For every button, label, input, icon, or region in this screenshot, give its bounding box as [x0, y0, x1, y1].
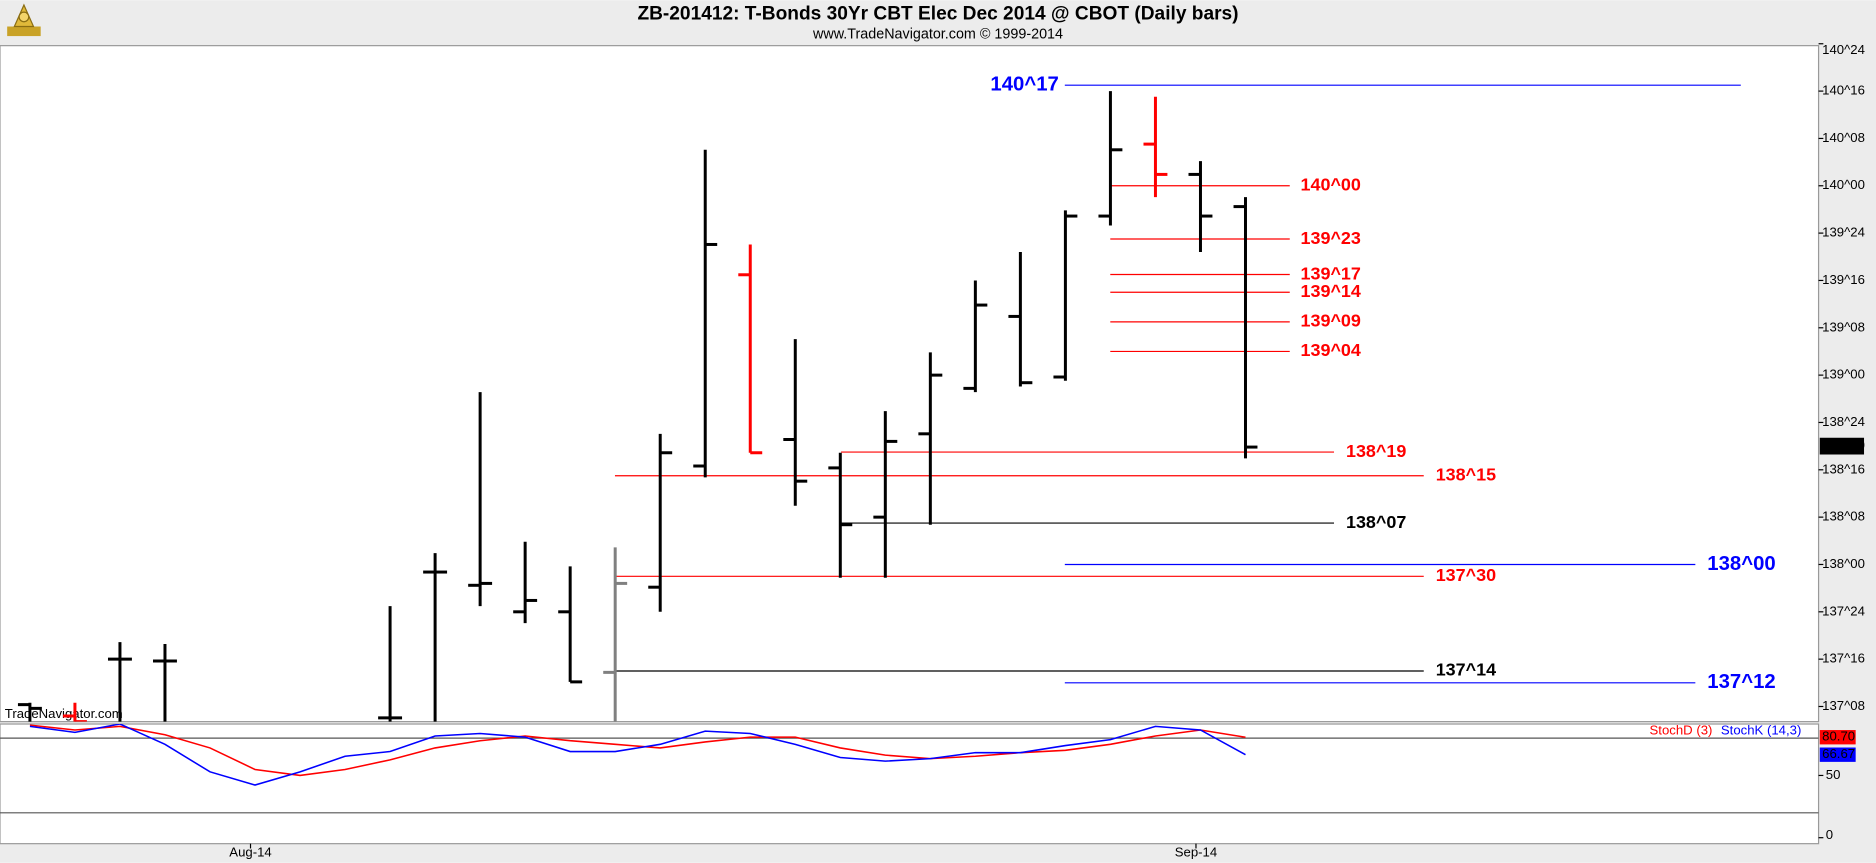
- y-tick-label: 139^16: [1822, 272, 1865, 287]
- x-tick-label: Aug-14: [229, 845, 271, 860]
- last-value-label: 80.70: [1822, 729, 1855, 744]
- y-tick-label: 139^24: [1822, 225, 1865, 240]
- level-label: 138^00: [1707, 553, 1775, 575]
- level-label: 138^07: [1346, 512, 1406, 532]
- legend-entry: StochD (3): [1650, 723, 1713, 738]
- y-tick-label: 140^08: [1822, 130, 1865, 145]
- level-label: 140^00: [1301, 175, 1361, 195]
- y-tick-label: 50: [1826, 767, 1841, 782]
- watermark: TradeNavigator.com: [5, 706, 123, 721]
- stoch-pane: [0, 723, 1820, 845]
- stoch-line: [29, 724, 1246, 786]
- level-label: 138^19: [1346, 441, 1406, 461]
- level-label: 139^04: [1301, 340, 1361, 360]
- level-label: 138^15: [1436, 464, 1496, 484]
- level-label: 139^09: [1301, 311, 1361, 331]
- logo: [7, 3, 41, 37]
- level-label: 137^12: [1707, 671, 1775, 693]
- y-tick-label: 139^00: [1822, 367, 1865, 382]
- y-tick-label: 138^08: [1822, 509, 1865, 524]
- y-tick-label: 137^24: [1822, 603, 1865, 618]
- x-tick-label: Sep-14: [1175, 845, 1217, 860]
- y-tick-label: 140^16: [1822, 83, 1865, 98]
- y-tick-label: 140^00: [1822, 177, 1865, 192]
- y-tick-label: 137^08: [1822, 698, 1865, 713]
- level-label: 137^30: [1436, 565, 1496, 585]
- last-price-label: 138^20: [1822, 438, 1865, 453]
- level-label: 139^17: [1301, 263, 1361, 283]
- y-tick-label: 137^16: [1822, 651, 1865, 666]
- price-pane: [0, 45, 1820, 723]
- chart-title: ZB-201412: T-Bonds 30Yr CBT Elec Dec 201…: [637, 4, 1238, 25]
- level-label: 137^14: [1436, 660, 1496, 680]
- last-value-label: 66.67: [1822, 746, 1855, 761]
- last-price-badge: [1819, 437, 1865, 455]
- stoch-plot: [0, 724, 1819, 814]
- last-value-badge: [1819, 730, 1856, 745]
- y-tick-label: 138^16: [1822, 461, 1865, 476]
- level-label: 139^14: [1301, 281, 1361, 301]
- y-tick-label: 138^24: [1822, 414, 1865, 429]
- y-tick-label: 139^08: [1822, 319, 1865, 334]
- level-label: 140^17: [990, 74, 1058, 96]
- y-tick-label: 140^24: [1822, 42, 1865, 57]
- axes: 137^08 137^16 137^24 138^00 138^08 138^16 138^…: [229, 42, 1865, 860]
- stoch-line: [29, 724, 1246, 777]
- y-tick-label: 138^00: [1822, 556, 1865, 571]
- level-label: 139^23: [1301, 228, 1361, 248]
- legend-entry: StochK (14,3): [1721, 723, 1801, 738]
- y-tick-label: 0: [1826, 827, 1833, 842]
- chart-subtitle: www.TradeNavigator.com © 1999-2014: [812, 27, 1063, 43]
- last-value-badge: [1819, 747, 1856, 762]
